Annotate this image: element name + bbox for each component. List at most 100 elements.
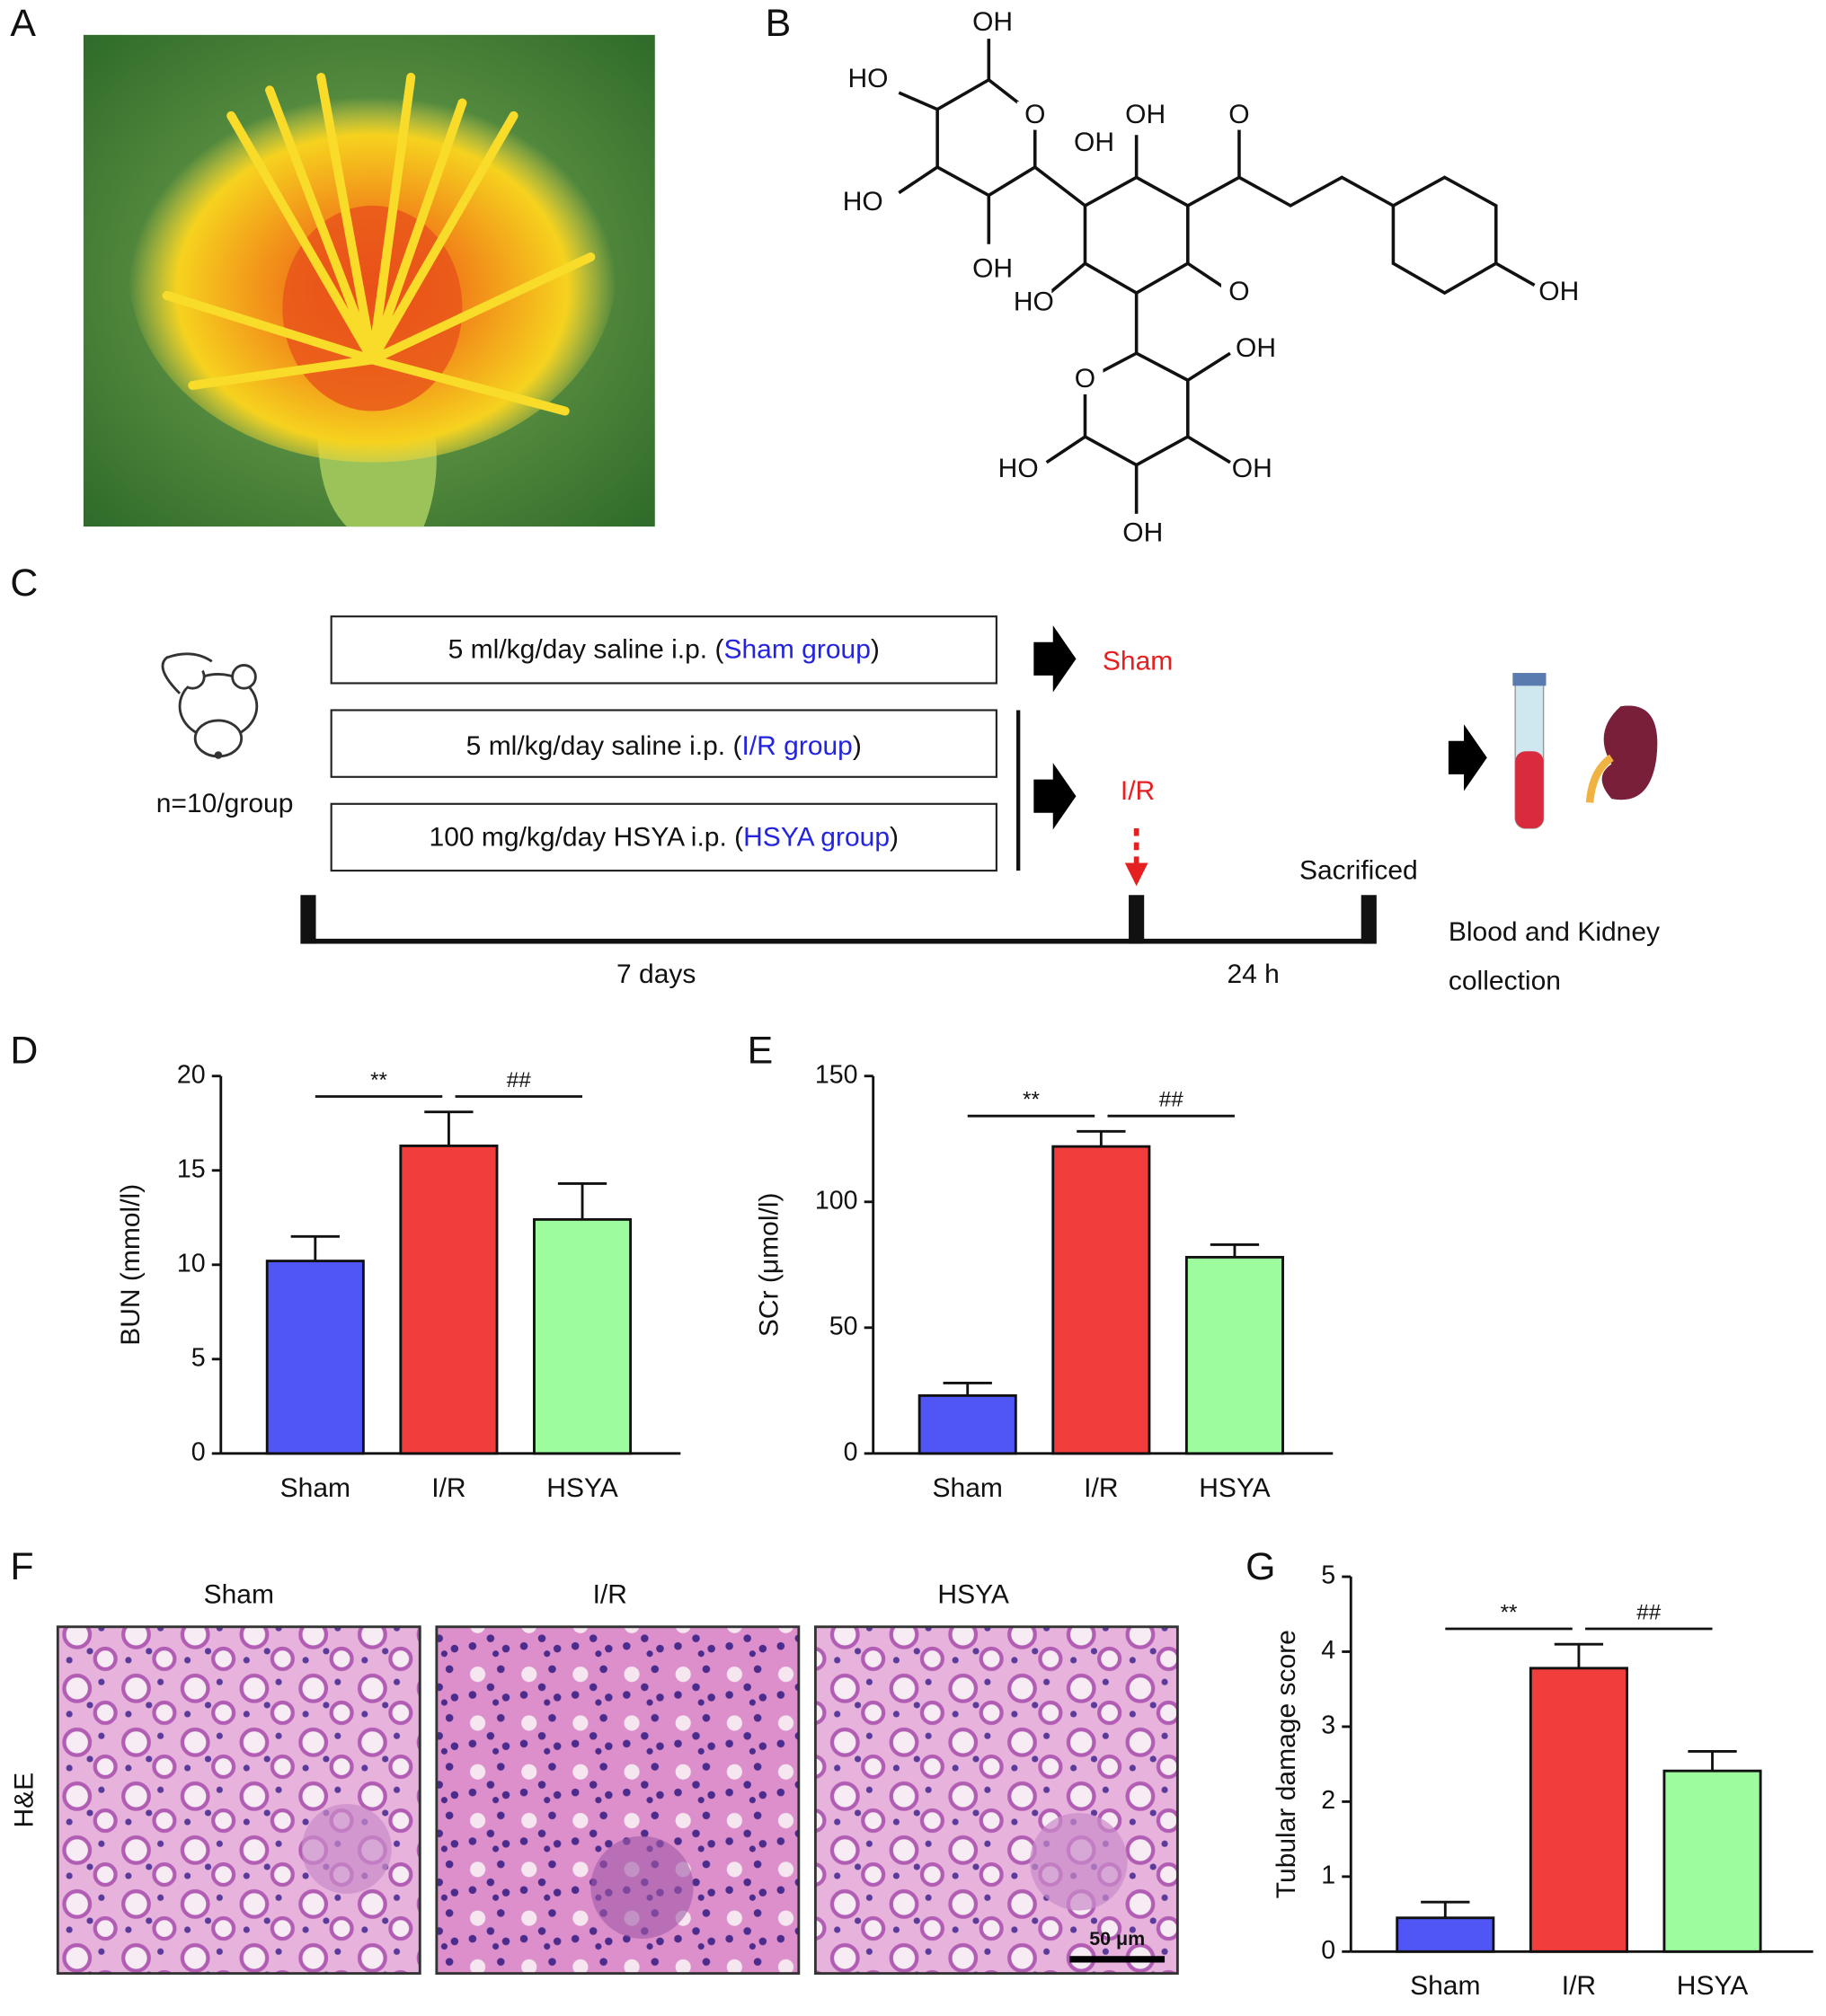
group-name: Sham group (723, 635, 870, 665)
x-tick-label: I/R (431, 1473, 465, 1503)
histology-text: Sham I/R HSYA H&E 50 μm (10, 1579, 1146, 1950)
atom-label: OH (1125, 100, 1166, 129)
label-backdrop (1016, 102, 1053, 130)
label-backdrop (1015, 288, 1052, 318)
significance-label: ## (1636, 1600, 1662, 1624)
bar (1051, 1145, 1151, 1455)
atom-label: O (1024, 100, 1045, 129)
atom-label: HO (847, 64, 888, 93)
collection-label: collection (1449, 966, 1561, 995)
atom-label: OH (1538, 277, 1579, 306)
sacrificed-label: Sacrificed (1299, 855, 1418, 885)
label-backdrop (849, 66, 886, 94)
y-tick-label: 5 (1321, 1561, 1335, 1590)
label-backdrop (1234, 455, 1271, 484)
atom-label: OH (1122, 518, 1163, 548)
atom-label: OH (1232, 454, 1272, 483)
significance-label: ## (1159, 1087, 1184, 1111)
atom-label: OH (1236, 333, 1276, 363)
panel-letter: F (10, 1545, 33, 1588)
label-backdrop (1076, 129, 1112, 159)
x-tick-label: Sham (933, 1473, 1003, 1503)
label-backdrop (1124, 519, 1161, 549)
chemical-structure (898, 39, 1536, 514)
label-backdrop (1127, 102, 1164, 130)
bar (399, 1145, 499, 1455)
significance-label: ## (507, 1068, 532, 1092)
y-axis-label: Tubular damage score (1272, 1630, 1301, 1898)
panel-letter: B (766, 2, 792, 45)
atom-label: O (1075, 364, 1095, 393)
duration-label: 7 days (616, 959, 696, 989)
histology-images (56, 1625, 1179, 1976)
treatment-label: 100 mg/kg/day HSYA i.p. (HSYA group) (430, 822, 900, 852)
atom-label: HO (1014, 287, 1054, 316)
bar (1529, 1667, 1628, 1953)
significance-label: ** (370, 1068, 387, 1092)
treatment-label: 5 ml/kg/day saline i.p. (Sham group) (448, 635, 880, 665)
y-tick-label: 1 (1321, 1861, 1335, 1889)
panel-letter: G (1245, 1545, 1275, 1588)
histology-group: I/R (593, 1579, 627, 1609)
significance-label: ** (1501, 1600, 1518, 1624)
y-tick-label: 15 (177, 1154, 206, 1183)
x-tick-label: HSYA (1677, 1971, 1748, 2001)
label-backdrop (1237, 335, 1274, 364)
flower-photo (83, 34, 655, 527)
y-tick-label: 10 (177, 1249, 206, 1278)
atom-label: OH (972, 7, 1013, 37)
panel-letter: E (748, 1029, 774, 1072)
label-backdrop (974, 9, 1011, 38)
treatment-text: ) (871, 635, 880, 665)
y-tick-label: 0 (844, 1437, 858, 1466)
y-tick-label: 20 (177, 1060, 206, 1089)
y-tick-label: 100 (815, 1186, 858, 1215)
x-tick-label: Sham (1410, 1971, 1480, 2001)
treatment-text: ) (853, 731, 862, 761)
stain-label: H&E (10, 1773, 40, 1828)
atom-label: O (1228, 277, 1249, 306)
treatment-text: 5 ml/kg/day saline i.p. ( (466, 731, 742, 761)
y-tick-label: 2 (1321, 1786, 1335, 1815)
y-tick-label: 0 (191, 1437, 206, 1466)
y-tick-label: 0 (1321, 1936, 1335, 1965)
outcome-label: Sham (1103, 647, 1173, 676)
y-axis-label: SCr (μmol/l) (754, 1192, 784, 1337)
bar (1396, 1916, 1495, 1953)
y-tick-label: 3 (1321, 1711, 1335, 1739)
significance-label: ** (1023, 1087, 1040, 1111)
histology-group: HSYA (937, 1579, 1008, 1609)
treatment-label: 5 ml/kg/day saline i.p. (I/R group) (466, 731, 862, 761)
bar (533, 1217, 633, 1455)
label-backdrop (974, 255, 1011, 285)
bar (265, 1260, 365, 1455)
animal-count: n=10/group (156, 789, 294, 818)
atom-label: OH (972, 253, 1013, 283)
x-tick-label: HSYA (546, 1473, 617, 1503)
x-tick-label: Sham (280, 1473, 350, 1503)
x-tick-label: HSYA (1199, 1473, 1270, 1503)
bar (1662, 1769, 1762, 1953)
treatment-text: ) (890, 822, 899, 852)
label-backdrop (1220, 279, 1257, 307)
histology-group: Sham (204, 1579, 274, 1609)
scale-bar-label: 50 μm (1089, 1928, 1145, 1950)
atom-label: O (1228, 100, 1249, 129)
panel-letter: C (10, 561, 38, 605)
label-backdrop (845, 189, 882, 217)
y-tick-label: 5 (191, 1343, 206, 1372)
panel-letter: A (10, 2, 36, 45)
atom-label: OH (1074, 128, 1114, 157)
y-tick-label: 150 (815, 1060, 858, 1089)
outcome-label: I/R (1121, 776, 1155, 806)
bar (917, 1394, 1017, 1455)
protocol-text: 5 ml/kg/day saline i.p. (Sham group)5 ml… (156, 635, 1660, 996)
panel-letter: D (10, 1029, 38, 1072)
bar (1184, 1255, 1284, 1455)
group-name: HSYA group (743, 822, 890, 852)
label-backdrop (1067, 366, 1104, 394)
y-tick-label: 50 (829, 1312, 858, 1340)
